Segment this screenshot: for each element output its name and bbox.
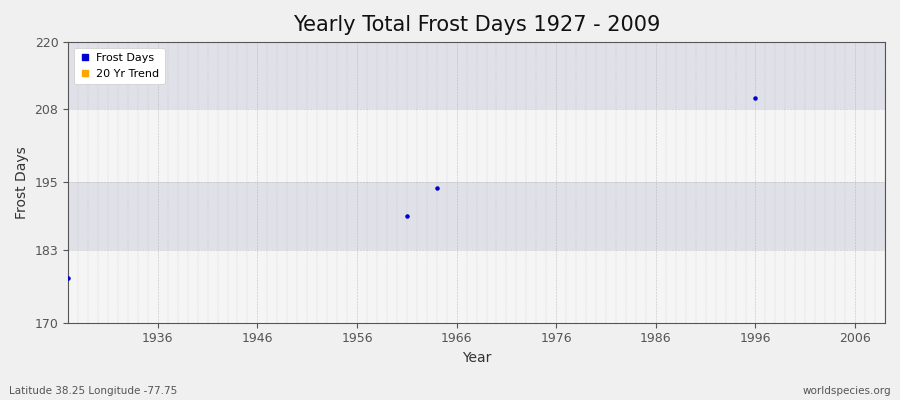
- Text: worldspecies.org: worldspecies.org: [803, 386, 891, 396]
- Point: [748, 95, 762, 102]
- Bar: [68, 182, 885, 250]
- Y-axis label: Frost Days: Frost Days: [15, 146, 29, 219]
- Text: Latitude 38.25 Longitude -77.75: Latitude 38.25 Longitude -77.75: [9, 386, 177, 396]
- Point: [400, 213, 414, 219]
- Bar: [68, 42, 885, 110]
- Bar: [68, 110, 885, 182]
- Bar: [68, 250, 885, 323]
- Legend: Frost Days, 20 Yr Trend: Frost Days, 20 Yr Trend: [74, 48, 165, 84]
- Point: [61, 275, 76, 281]
- Point: [429, 185, 444, 191]
- X-axis label: Year: Year: [462, 351, 491, 365]
- Title: Yearly Total Frost Days 1927 - 2009: Yearly Total Frost Days 1927 - 2009: [292, 15, 661, 35]
